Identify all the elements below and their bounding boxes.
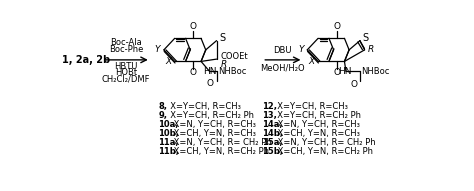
Text: Boc-Ala: Boc-Ala xyxy=(110,38,142,47)
Text: X=N, Y=CH, R=CH₃: X=N, Y=CH, R=CH₃ xyxy=(275,120,360,129)
Text: HOBt: HOBt xyxy=(115,68,137,78)
Text: O: O xyxy=(333,68,340,78)
Text: 10b,: 10b, xyxy=(158,129,179,138)
Text: X=Y=CH, R=CH₂ Ph: X=Y=CH, R=CH₂ Ph xyxy=(272,111,361,120)
Text: X: X xyxy=(309,57,315,66)
Text: X=N, Y=CH, R= CH₂ Ph: X=N, Y=CH, R= CH₂ Ph xyxy=(171,138,272,147)
Text: COOEt: COOEt xyxy=(220,52,248,61)
Text: O: O xyxy=(350,80,357,89)
Text: X=N, Y=CH, R= CH₂ Ph: X=N, Y=CH, R= CH₂ Ph xyxy=(275,138,375,147)
Text: 10a,: 10a, xyxy=(158,120,179,129)
Text: HN: HN xyxy=(202,67,216,76)
Text: S: S xyxy=(362,32,368,43)
Text: X=Y=CH, R=CH₃: X=Y=CH, R=CH₃ xyxy=(272,102,348,111)
Text: O: O xyxy=(333,22,340,31)
Text: MeOH/H₂O: MeOH/H₂O xyxy=(260,63,305,72)
Text: 13,: 13, xyxy=(262,111,277,120)
Text: 9,: 9, xyxy=(158,111,167,120)
Text: Boc-Phe: Boc-Phe xyxy=(109,45,143,54)
Text: O: O xyxy=(207,79,214,88)
Text: 11b,: 11b, xyxy=(158,147,180,156)
Text: Y: Y xyxy=(298,45,304,54)
Text: X=CH, Y=N, R=CH₃: X=CH, Y=N, R=CH₃ xyxy=(171,129,256,138)
Text: 8,: 8, xyxy=(158,102,167,111)
Text: 12,: 12, xyxy=(262,102,277,111)
Text: 14a,: 14a, xyxy=(262,120,283,129)
Text: Y: Y xyxy=(155,45,160,54)
Text: 11a,: 11a, xyxy=(158,138,179,147)
Text: 15b,: 15b, xyxy=(262,147,283,156)
Text: HN: HN xyxy=(338,67,352,76)
Text: O: O xyxy=(190,22,197,31)
Text: X=CH, Y=N, R=CH₂ Ph: X=CH, Y=N, R=CH₂ Ph xyxy=(171,147,269,156)
Text: 14b,: 14b, xyxy=(262,129,283,138)
Text: NHBoc: NHBoc xyxy=(362,67,390,76)
Text: 15a,: 15a, xyxy=(262,138,283,147)
Text: X: X xyxy=(165,57,172,66)
Text: HBTU: HBTU xyxy=(114,62,137,71)
Text: X=CH, Y=N, R=CH₂ Ph: X=CH, Y=N, R=CH₂ Ph xyxy=(275,147,373,156)
Text: 1, 2a, 2b: 1, 2a, 2b xyxy=(62,55,109,65)
Text: O: O xyxy=(190,68,197,78)
Text: X=CH, Y=N, R=CH₃: X=CH, Y=N, R=CH₃ xyxy=(275,129,360,138)
Text: S: S xyxy=(219,33,225,43)
Text: NHBoc: NHBoc xyxy=(218,67,246,76)
Text: R: R xyxy=(368,45,374,54)
Text: X=N, Y=CH, R=CH₃: X=N, Y=CH, R=CH₃ xyxy=(171,120,256,129)
Text: R: R xyxy=(220,60,227,69)
Text: DBU: DBU xyxy=(273,46,292,55)
Text: X=Y=CH, R=CH₂ Ph: X=Y=CH, R=CH₂ Ph xyxy=(165,111,254,120)
Text: X=Y=CH, R=CH₃: X=Y=CH, R=CH₃ xyxy=(165,102,241,111)
Text: CH₂Cl₂/DMF: CH₂Cl₂/DMF xyxy=(101,75,150,84)
